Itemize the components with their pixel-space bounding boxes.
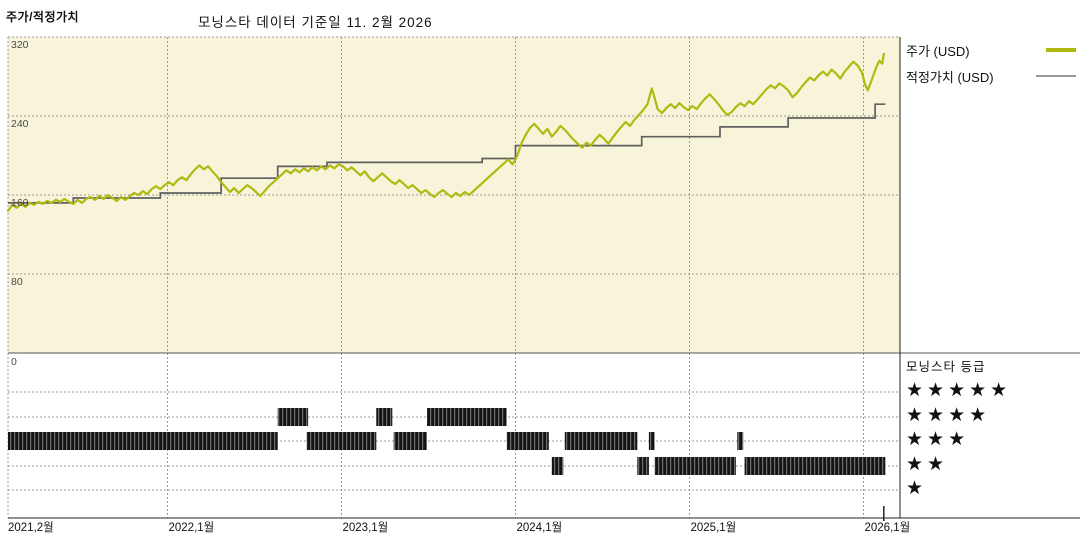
x-axis-label: 2022,1월 (168, 522, 215, 534)
x-axis-label: 2025,1월 (690, 522, 737, 534)
rating-bar (393, 432, 427, 450)
rating-bar (427, 408, 507, 426)
y-axis-label: 240 (11, 118, 29, 130)
star-row-4: ★★★★ (906, 405, 991, 426)
y-axis-label: 320 (11, 39, 29, 51)
x-axis-label: 2021,2월 (8, 522, 54, 534)
price-line-swatch (1046, 48, 1076, 52)
rating-bar (744, 457, 886, 475)
legend-item-label: 적정가치 (USD) (906, 69, 994, 85)
rating-panel-title: 모닝스타 등급 (906, 360, 986, 374)
rating-bar (637, 457, 649, 475)
x-axis-label: 2024,1월 (516, 522, 563, 534)
rating-bar (564, 432, 638, 450)
star-row-2: ★★ (906, 454, 949, 475)
rating-bar (648, 432, 655, 450)
price-line (6, 52, 885, 212)
y-axis-label: 160 (11, 197, 29, 209)
x-axis-label: 2026,1월 (864, 522, 911, 534)
fairvalue-line (8, 103, 886, 204)
chart-legend: 주가 (USD) 적정가치 (USD) (906, 37, 1076, 89)
star-row-1: ★ (906, 478, 928, 499)
star-row-3: ★★★ (906, 429, 970, 450)
y-axis-label: 80 (11, 276, 23, 288)
rating-bar (506, 432, 549, 450)
legend-item-price: 주가 (USD) (906, 37, 1076, 63)
rating-bar (551, 457, 564, 475)
rating-bar (376, 408, 393, 426)
page-title: 주가/적정가치 (6, 10, 80, 24)
rating-bar (306, 432, 377, 450)
rating-bar (8, 432, 278, 450)
x-axis-label: 2023,1월 (342, 522, 389, 534)
rating-bar (277, 408, 309, 426)
rating-bar (737, 432, 744, 450)
rating-bar (654, 457, 736, 475)
y-axis-label: 0 (11, 356, 17, 368)
legend-item-fairvalue: 적정가치 (USD) (906, 63, 1076, 89)
chart-title: 모닝스타 데이터 기준일 11. 2월 2026 (198, 15, 433, 30)
star-row-5: ★★★★★ (906, 380, 1012, 401)
legend-item-label: 주가 (USD) (906, 43, 970, 59)
fairvalue-line-swatch (1036, 75, 1076, 77)
